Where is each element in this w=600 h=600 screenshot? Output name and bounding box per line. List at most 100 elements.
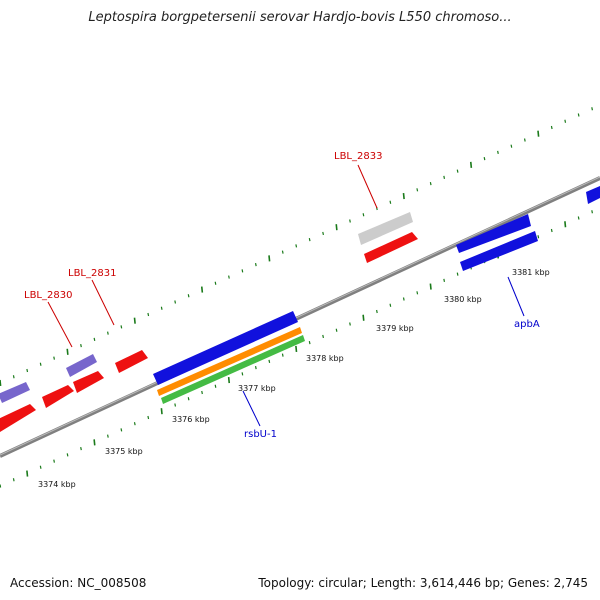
leader-rsbu-1	[242, 390, 261, 427]
gene-red-3[interactable]	[73, 371, 104, 393]
gene-label-apba[interactable]: apbA	[514, 319, 540, 330]
upper-row-minor-tick	[228, 275, 230, 279]
gene-rsbu-1[interactable]	[161, 335, 305, 404]
gene-features-lower	[153, 214, 538, 404]
leader-lbl-2830	[47, 301, 73, 348]
gene-lbl-2830[interactable]	[66, 354, 97, 377]
lower-row-minor-tick	[416, 291, 419, 295]
upper-row-major-tick	[469, 161, 473, 168]
upper-row-minor-tick	[362, 213, 365, 217]
lower-row-minor-tick	[376, 309, 378, 314]
lower-row-major-tick	[26, 470, 29, 477]
gene-lbl-2831[interactable]	[115, 350, 148, 373]
upper-row-minor-tick	[577, 113, 580, 117]
lower-row-major-tick	[160, 408, 163, 415]
upper-row-minor-tick	[308, 238, 311, 242]
upper-row-minor-tick	[322, 231, 324, 236]
upper-row-minor-tick	[483, 157, 486, 161]
upper-row-minor-tick	[214, 281, 217, 285]
scale-label-3374: 3374 kbp	[38, 480, 76, 489]
lower-row-minor-tick	[402, 297, 405, 301]
lower-row-minor-tick	[349, 322, 351, 326]
upper-row-minor-tick	[241, 269, 244, 273]
gene-label-lbl-2833[interactable]: LBL_2833	[334, 151, 382, 162]
gene-label-rsbu-1[interactable]: rsbU-1	[244, 429, 277, 440]
gene-label-lbl-2831[interactable]: LBL_2831	[68, 268, 116, 279]
lower-row-minor-tick	[147, 415, 150, 420]
leader-apba	[507, 276, 525, 317]
scale-label-3381: 3381 kbp	[512, 268, 550, 277]
upper-row-minor-tick	[429, 181, 432, 186]
lower-row-minor-tick	[308, 341, 311, 345]
lower-row-minor-tick	[241, 372, 244, 376]
lower-row-minor-tick	[107, 434, 109, 438]
upper-row-minor-tick	[26, 368, 29, 373]
lower-row-minor-tick	[443, 278, 446, 282]
upper-row-minor-tick	[389, 200, 392, 204]
tick-row-upper	[0, 107, 593, 387]
lower-row-minor-tick	[268, 359, 271, 363]
gene-orange[interactable]	[157, 327, 302, 396]
lower-row-major-tick	[295, 345, 298, 352]
map-title: Leptospira borgpetersenii serovar Hardjo…	[88, 10, 512, 25]
lower-row-minor-tick	[281, 353, 284, 357]
lower-row-minor-tick	[174, 403, 177, 407]
upper-row-major-tick	[0, 379, 2, 387]
upper-row-minor-tick	[497, 150, 499, 155]
gene-blue-far-right[interactable]	[586, 186, 600, 204]
upper-row-minor-tick	[564, 119, 567, 123]
upper-row-minor-tick	[107, 331, 109, 335]
gene-lbl-2833[interactable]	[358, 212, 413, 245]
leader-lbl-2833	[357, 164, 378, 209]
upper-row-minor-tick	[510, 144, 513, 148]
lower-row-major-tick	[564, 221, 567, 228]
gene-red-2[interactable]	[42, 385, 74, 408]
lower-row-minor-tick	[0, 484, 2, 488]
lower-row-minor-tick	[53, 459, 55, 463]
gene-purple-1[interactable]	[0, 382, 30, 403]
gene-red-4[interactable]	[364, 232, 418, 263]
upper-row-major-tick	[200, 286, 204, 293]
gene-apba[interactable]	[460, 231, 538, 271]
lower-row-major-tick	[362, 314, 365, 321]
upper-row-minor-tick	[187, 294, 190, 298]
lower-row-minor-tick	[120, 428, 123, 432]
gene-blue-large[interactable]	[153, 311, 298, 385]
lower-row-minor-tick	[456, 272, 459, 276]
lower-row-minor-tick	[214, 384, 217, 388]
upper-row-minor-tick	[39, 362, 42, 366]
lower-row-minor-tick	[39, 465, 42, 469]
gene-label-lbl-2830[interactable]: LBL_2830	[24, 290, 72, 301]
backbone-line	[0, 176, 600, 458]
leader-lbl-2831	[91, 279, 115, 326]
lower-row-major-tick	[93, 439, 96, 446]
lower-row-minor-tick	[335, 328, 338, 332]
lower-row-minor-tick	[254, 365, 257, 370]
upper-row-minor-tick	[147, 312, 150, 317]
gene-red-1[interactable]	[0, 404, 36, 432]
upper-row-minor-tick	[93, 337, 96, 341]
gene-blue-apba-1[interactable]	[456, 214, 531, 253]
accession-text: Accession: NC_008508	[10, 576, 147, 590]
lower-row-minor-tick	[66, 453, 69, 457]
scale-label-3380: 3380 kbp	[444, 295, 482, 304]
upper-row-minor-tick	[281, 250, 284, 254]
lower-row-minor-tick	[591, 210, 593, 214]
upper-row-minor-tick	[120, 325, 123, 329]
lower-row-minor-tick	[12, 478, 15, 482]
lower-row-minor-tick	[187, 397, 190, 401]
scale-label-3378: 3378 kbp	[306, 354, 344, 363]
upper-row-minor-tick	[80, 343, 82, 348]
upper-row-minor-tick	[53, 356, 55, 360]
lower-row-minor-tick	[550, 228, 553, 233]
upper-row-minor-tick	[456, 169, 459, 173]
lower-row-major-tick	[227, 376, 231, 384]
upper-row-minor-tick	[591, 107, 593, 111]
lower-row-minor-tick	[80, 446, 82, 451]
lower-row-major-tick	[429, 283, 432, 290]
upper-row-minor-tick	[160, 306, 163, 310]
upper-row-major-tick	[268, 255, 271, 262]
scale-label-3377: 3377 kbp	[238, 384, 276, 393]
scale-label-3379: 3379 kbp	[376, 324, 414, 333]
upper-row-minor-tick	[174, 300, 177, 304]
